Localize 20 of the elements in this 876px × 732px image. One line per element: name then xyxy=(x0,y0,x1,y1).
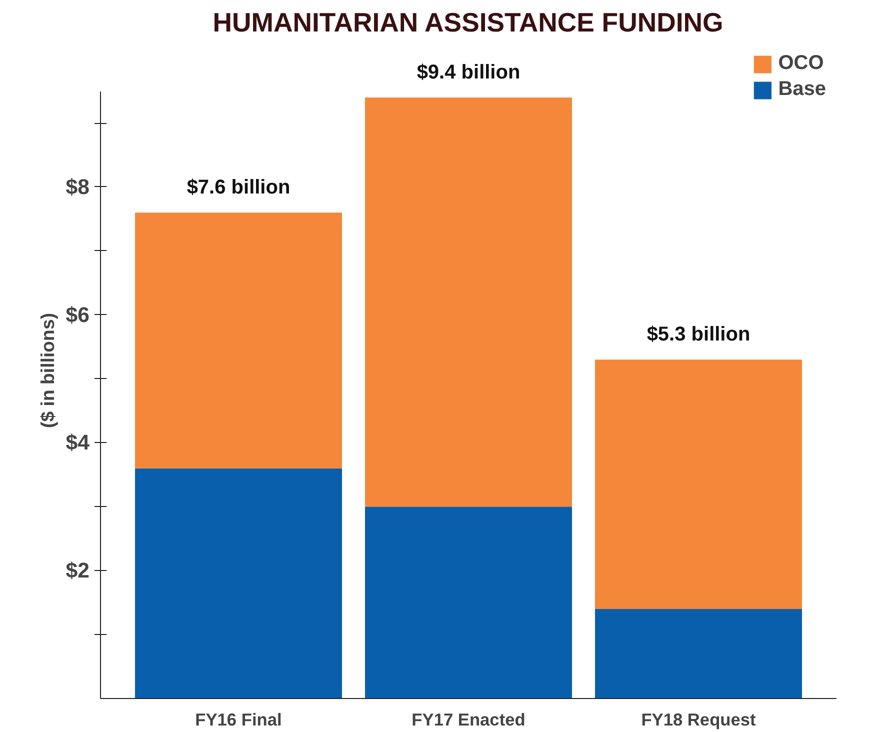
total-label: $9.4 billion xyxy=(416,61,520,84)
bar xyxy=(595,608,802,698)
bar xyxy=(135,468,342,698)
bar xyxy=(595,360,802,609)
y-tick-label: $2 xyxy=(66,558,90,583)
x-tick-label: FY16 Final xyxy=(195,710,282,730)
bar xyxy=(135,212,342,468)
y-tick-label: $8 xyxy=(66,175,90,199)
y-axis-title: ($ in billions) xyxy=(36,312,58,428)
total-label: $5.3 billion xyxy=(646,324,750,346)
legend-label: OCO xyxy=(778,52,824,75)
bar xyxy=(365,506,572,698)
chart-title: HUMANITARIAN ASSISTANCE FUNDING xyxy=(212,8,724,38)
x-tick-label: FY18 Request xyxy=(641,710,756,730)
legend-label: Base xyxy=(778,78,826,101)
y-tick-label: $4 xyxy=(66,430,90,455)
bar xyxy=(365,97,572,507)
total-label: $7.6 billion xyxy=(186,176,290,199)
x-tick-label: FY17 Enacted xyxy=(412,710,526,730)
y-tick-label: $6 xyxy=(66,302,90,327)
